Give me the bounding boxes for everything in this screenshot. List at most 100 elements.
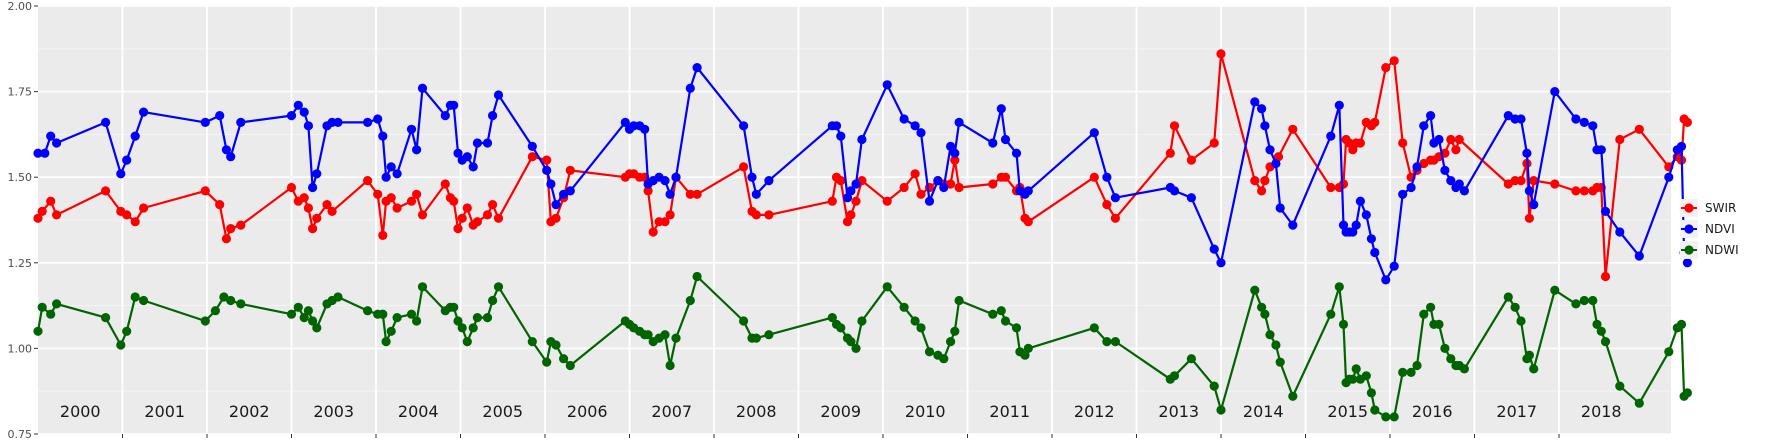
data-point-ndvi: [946, 141, 956, 151]
data-point-ndvi: [671, 172, 681, 182]
y-tick-label: 0.75: [8, 428, 33, 441]
x-axis: [122, 434, 1560, 438]
data-point-ndvi: [1524, 186, 1534, 196]
data-point-ndwi: [1682, 388, 1692, 398]
data-point-ndwi: [950, 326, 960, 336]
data-point-swir: [565, 165, 575, 175]
data-point-ndvi: [1676, 141, 1687, 151]
data-point-ndwi: [882, 282, 892, 292]
data-point-ndvi: [565, 186, 575, 196]
data-point-swir: [236, 220, 246, 230]
data-point-ndvi: [842, 193, 853, 203]
data-point-ndwi: [1596, 326, 1606, 336]
data-point-ndvi: [453, 148, 463, 158]
data-point-ndvi: [468, 162, 478, 172]
data-point-ndwi: [462, 337, 472, 347]
data-point-ndvi: [546, 179, 556, 189]
data-point-ndvi: [916, 128, 926, 138]
data-point-swir: [286, 182, 297, 193]
year-label-2006: 2006: [567, 402, 608, 421]
data-point-swir: [899, 182, 909, 193]
data-point-ndvi: [1351, 220, 1361, 230]
data-point-ndwi: [488, 295, 498, 306]
data-point-swir: [846, 210, 856, 220]
data-point-swir: [33, 213, 43, 223]
data-point-ndvi: [1434, 134, 1444, 145]
data-point-ndwi: [468, 323, 478, 333]
data-point-swir: [1165, 148, 1175, 158]
data-point-swir: [1344, 138, 1354, 148]
data-point-ndvi: [1682, 258, 1692, 268]
data-point-ndvi: [412, 145, 422, 155]
data-point-swir: [139, 203, 149, 213]
data-point-swir: [542, 155, 552, 165]
data-point-ndwi: [1361, 371, 1371, 381]
data-point-swir: [946, 179, 956, 189]
data-point-swir: [527, 152, 537, 162]
data-point-swir: [851, 196, 861, 206]
data-point-ndvi: [1366, 234, 1376, 244]
data-point-swir: [493, 213, 504, 223]
data-point-ndvi: [640, 124, 650, 134]
data-point-ndvi: [1588, 121, 1598, 131]
data-point-swir: [836, 176, 846, 186]
year-label-2017: 2017: [1496, 402, 1537, 421]
legend-item-ndwi: NDWI: [1680, 241, 1739, 259]
data-point-swir: [1524, 213, 1534, 223]
data-point-ndwi: [1381, 412, 1391, 422]
data-point-ndvi: [939, 182, 949, 193]
data-point-ndwi: [946, 337, 956, 347]
data-point-ndvi: [527, 141, 537, 151]
data-point-ndwi: [1406, 367, 1416, 377]
data-point-ndwi: [1326, 309, 1336, 319]
data-point-swir: [449, 196, 459, 206]
data-point-ndwi: [122, 326, 132, 336]
data-point-ndvi: [1419, 121, 1429, 131]
data-point-ndvi: [1446, 176, 1456, 186]
data-point-ndwi: [1600, 337, 1611, 347]
data-point-swir: [46, 196, 56, 206]
data-point-ndvi: [381, 172, 391, 182]
data-point-ndvi: [221, 145, 231, 155]
data-point-ndvi: [751, 189, 761, 199]
data-point-ndvi: [1664, 172, 1674, 182]
data-point-ndvi: [831, 121, 842, 131]
data-point-ndvi: [1550, 87, 1560, 97]
data-point-ndwi: [412, 316, 422, 326]
legend-key-dot: [1684, 245, 1694, 255]
y-axis: 0.75 1.00 1.25 1.50 1.75 2.00: [8, 0, 38, 441]
data-point-ndvi: [236, 117, 246, 127]
year-label-2007: 2007: [651, 402, 692, 421]
data-point-ndwi: [482, 313, 493, 323]
data-point-ndvi: [1209, 244, 1219, 254]
data-point-ndwi: [1011, 323, 1022, 333]
data-point-ndwi: [751, 333, 761, 343]
year-label-2008: 2008: [736, 402, 777, 421]
data-point-swir: [665, 210, 675, 220]
data-point-ndvi: [988, 138, 998, 148]
data-point-ndwi: [1446, 354, 1456, 364]
data-point-swir: [1600, 271, 1611, 282]
data-point-ndwi: [939, 354, 949, 364]
data-point-ndvi: [692, 63, 702, 73]
data-point-swir: [1550, 179, 1560, 189]
data-point-swir: [378, 230, 388, 240]
data-point-ndvi: [1102, 172, 1112, 182]
data-point-swir: [122, 210, 132, 220]
data-point-ndvi: [493, 90, 504, 100]
data-point-ndwi: [1510, 302, 1520, 312]
data-point-ndwi: [46, 309, 56, 319]
data-point-ndvi: [764, 176, 774, 186]
year-label-2016: 2016: [1412, 402, 1453, 421]
series-layer: [33, 49, 1692, 422]
data-point-ndvi: [1250, 97, 1260, 107]
data-point-swir: [392, 203, 402, 213]
data-point-ndwi: [988, 309, 998, 319]
data-point-swir: [453, 224, 463, 234]
data-point-ndvi: [1529, 200, 1539, 210]
data-point-ndvi: [747, 172, 757, 182]
data-point-swir: [1398, 138, 1408, 148]
data-point-swir: [303, 203, 313, 213]
data-point-swir: [1169, 121, 1180, 131]
data-point-swir: [764, 210, 774, 220]
